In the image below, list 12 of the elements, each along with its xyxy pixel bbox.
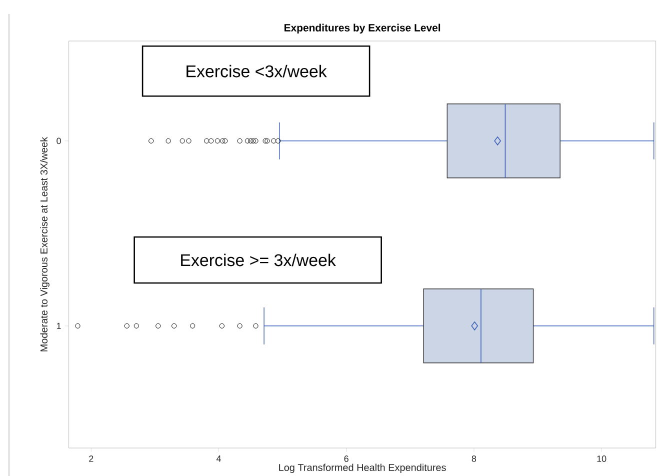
x-axis-title: Log Transformed Health Expenditures	[279, 464, 446, 473]
annotation: Exercise >= 3x/week	[181, 254, 336, 266]
y-axis-title: Moderate to Vigorous Exercise at Least 3X/week	[40, 136, 50, 352]
y-tick-label: 0	[56, 138, 61, 144]
x-tick-label: 6	[344, 456, 348, 462]
x-tick-label: 2	[89, 456, 94, 462]
y-tick-label: 1	[56, 322, 61, 329]
annotation: Exercise <3x/week	[186, 64, 327, 78]
chart-title: Expenditures by Exercise Level	[284, 24, 440, 34]
x-tick-label: 10	[597, 456, 606, 462]
x-tick-label: 8	[472, 456, 476, 462]
x-tick-label: 4	[216, 456, 221, 462]
